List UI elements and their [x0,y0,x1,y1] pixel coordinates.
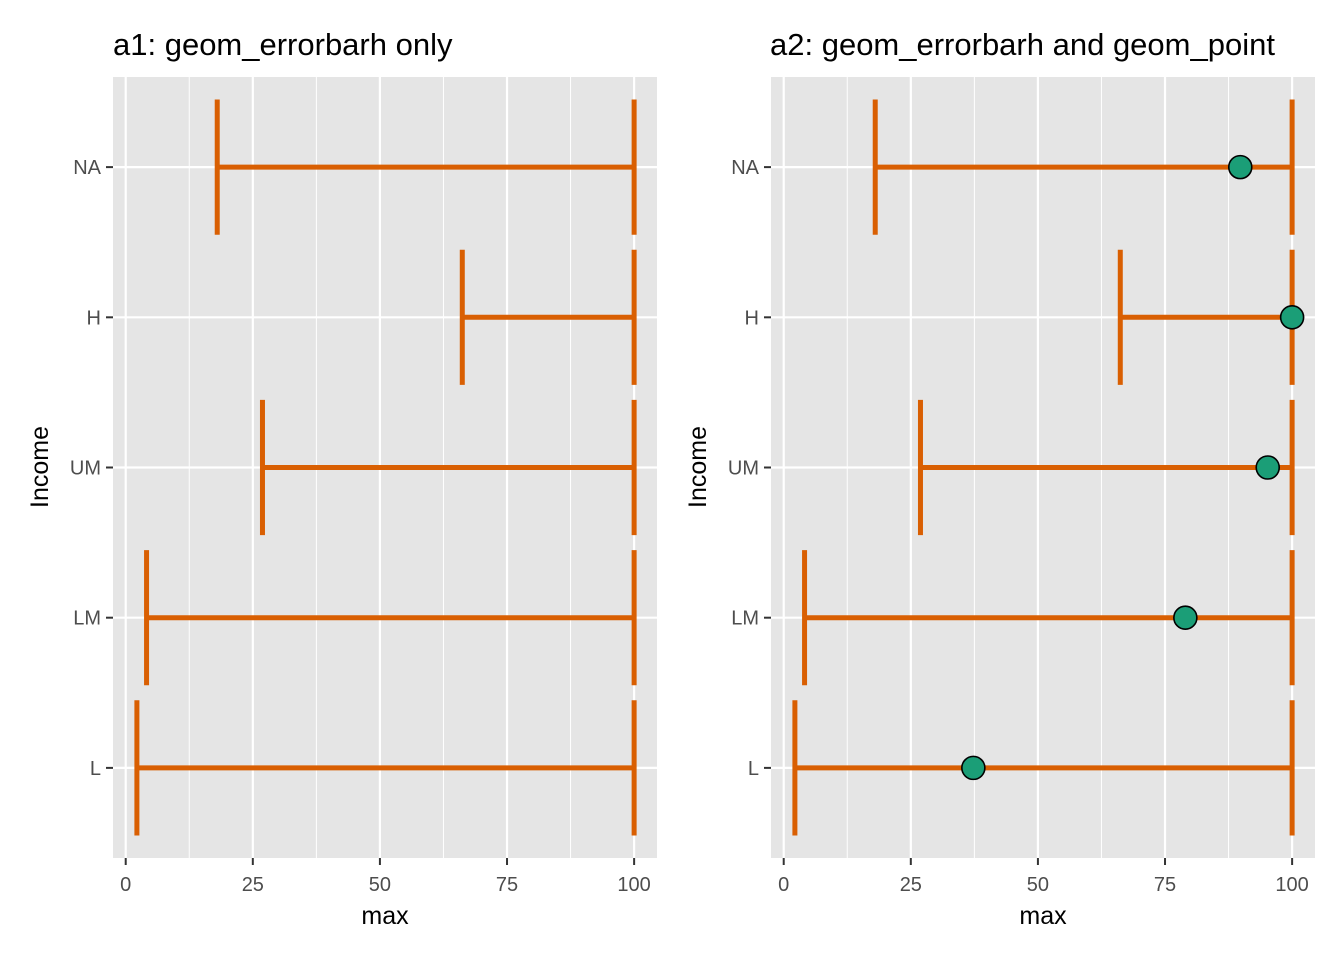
panel-a2-y-tick-label: NA [731,157,759,179]
panel-a2-errorbars [792,99,1295,836]
panel-a2-y-axis: L LM UM H NA [728,157,771,780]
panel-a2-y-tick-label: LM [731,608,759,630]
panel-a2-x-tick-label: 50 [1027,874,1049,896]
panel-a1-y-tick-label: UM [70,458,101,480]
panel-a1-x-tick-label: 0 [120,874,131,896]
panel-a1-y-tick-label: NA [73,157,101,179]
panel-a2-point-L [961,755,986,781]
panel-a2-x-axis: 0 25 50 75 100 [778,858,1309,896]
panel-a2-x-tick-label: 75 [1154,874,1176,896]
panel-a2-point-NA [1227,154,1253,180]
panel-a2-point-UM [1255,455,1281,480]
panel-a1-errorbars [134,99,637,836]
panel-a2-title: a2: geom_errorbarh and geom_point [770,27,1275,62]
panel-a1-x-tick-label: 75 [496,874,518,896]
panel-a1: a1: geom_errorbarh only 0 25 50 75 100 L LM UM… [26,27,657,930]
panel-a2-x-tick-label: 100 [1275,874,1308,896]
panel-a1-y-tick-label: H [87,307,101,329]
panel-a1-x-axis-title: max [361,902,409,930]
panel-a1-y-tick-label: L [90,758,101,780]
panel-a2-point-H [1279,305,1305,330]
panel-a2-y-tick-label: L [748,758,759,780]
panel-a2-x-axis-title: max [1019,902,1067,930]
panel-a2: a2: geom_errorbarh and geom_point 0 25 50 7… [684,27,1315,930]
panel-a2-point-LM [1173,605,1198,630]
panel-a1-title: a1: geom_errorbarh only [113,27,453,62]
panel-a1-x-axis: 0 25 50 75 100 [120,858,651,896]
panel-a1-x-tick-label: 100 [617,874,650,896]
panel-a1-x-tick-label: 50 [369,874,391,896]
panel-a2-y-tick-label: H [745,307,759,329]
panel-a1-y-axis-title: Income [26,426,54,508]
panel-a1-y-tick-label: LM [73,608,101,630]
panel-a2-x-tick-label: 0 [778,874,789,896]
panel-a2-y-axis-title: Income [684,426,712,508]
panel-a2-x-tick-label: 25 [900,874,922,896]
panel-a2-y-tick-label: UM [728,458,759,480]
panel-a1-y-axis: L LM UM H NA [70,157,113,780]
panel-a2-points [961,154,1305,781]
panel-a1-x-tick-label: 25 [242,874,264,896]
